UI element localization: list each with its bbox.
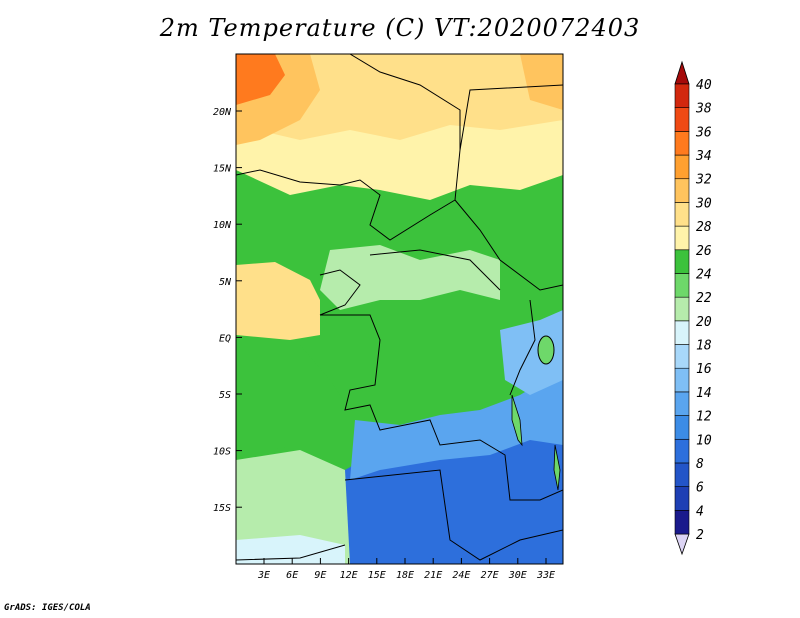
- mild-region-south: [236, 535, 345, 564]
- lat-tick-label: EQ: [219, 333, 231, 344]
- colorbar-band: [674, 344, 690, 369]
- lat-tick-label: 15N: [213, 164, 232, 175]
- warm-coast-west: [236, 262, 320, 340]
- colorbar-label: 20: [696, 315, 712, 330]
- lon-tick-label: 3E: [257, 570, 270, 581]
- colorbar-label: 10: [696, 433, 712, 448]
- colorbar-label: 18: [696, 339, 712, 354]
- lon-tick-label: 33E: [536, 570, 555, 581]
- colorbar-label: 24: [696, 267, 712, 282]
- hot-region-north: [236, 54, 563, 140]
- colorbar-band: [674, 510, 690, 535]
- colorbar-label: 2: [696, 528, 704, 543]
- colorbar-band: [674, 486, 690, 511]
- country-borders: [236, 54, 563, 561]
- lon-tick-label: 9E: [314, 570, 326, 581]
- colorbar-label: 16: [696, 362, 712, 377]
- colorbar-label: 4: [696, 504, 704, 519]
- lon-tick-label: 6E: [286, 570, 298, 581]
- lake-victoria: [537, 335, 555, 365]
- colorbar-label: 6: [696, 481, 704, 496]
- lon-tick-label: 24E: [452, 570, 470, 581]
- colorbar-band: [674, 462, 690, 487]
- lon-tick-label: 30E: [508, 570, 527, 581]
- colorbar-band: [674, 225, 690, 251]
- border-drc-south: [320, 314, 563, 501]
- lon-tick-label: 21E: [424, 570, 442, 581]
- lat-tick-label: 20N: [213, 107, 232, 118]
- colorbar-label: 40: [696, 78, 712, 93]
- colorbar-band: [674, 367, 690, 393]
- lat-tick-label: 15S: [213, 503, 231, 514]
- colorbar-upper-tip: [674, 60, 690, 85]
- longitude-ticks: 3E 6E 9E 12E 15E 18E 21E 24E 27E 30E 33E: [257, 558, 555, 581]
- cool-region-mid: [350, 370, 563, 480]
- lake-malawi: [553, 444, 561, 491]
- lon-tick-label: 27E: [481, 570, 499, 581]
- lon-tick-label: 12E: [340, 570, 358, 581]
- lat-tick-label: 5S: [219, 390, 231, 401]
- border-namibia: [236, 544, 346, 561]
- border-sudan-egypt: [459, 84, 563, 151]
- colorbar-band: [674, 320, 690, 345]
- colorbar-label: 32: [695, 173, 712, 188]
- lake-tanganyika: [511, 394, 523, 447]
- colorbar-label: 30: [695, 196, 712, 211]
- map-title: 2m Temperature (C) VT:2020072403: [159, 14, 641, 42]
- colorbar-band: [674, 131, 690, 156]
- colorbar-label: 38: [695, 102, 712, 117]
- colorbar-label: 34: [695, 149, 712, 164]
- footer-credit: GrADS: IGES/COLA: [4, 603, 91, 613]
- colorbar-band: [674, 391, 690, 416]
- colorbar-label: 14: [696, 386, 712, 401]
- ocean-mild: [236, 345, 350, 460]
- colorbar-label: 12: [696, 410, 712, 425]
- colorbar-band: [674, 438, 690, 464]
- colorbar-band: [674, 202, 690, 227]
- colorbar-label: 22: [696, 291, 712, 306]
- colorbar-label: 36: [695, 125, 712, 140]
- colorbar-band: [674, 415, 690, 440]
- border-sahel: [236, 54, 461, 241]
- colorbar-band: [674, 178, 690, 203]
- border-east-drc: [509, 299, 536, 396]
- border-cameroon: [319, 269, 361, 316]
- lat-tick-label: 10N: [213, 220, 232, 231]
- lon-tick-label: 18E: [396, 570, 414, 581]
- lon-tick-label: 15E: [368, 570, 386, 581]
- colorbar-band: [674, 296, 690, 322]
- hottest-region-northwest: [236, 54, 285, 105]
- temperature-field: [236, 54, 563, 564]
- mild-region-central: [320, 245, 500, 310]
- colorbar-label: 8: [696, 457, 704, 472]
- colorbar-lower-tip: [674, 533, 690, 556]
- colorbar-band: [674, 154, 690, 180]
- mild-region-west: [236, 450, 350, 564]
- map-frame: [235, 53, 564, 565]
- lat-tick-label: 10S: [213, 447, 231, 458]
- border-car-ssudan: [454, 199, 563, 291]
- colorbar-band: [674, 107, 690, 132]
- hot-region-northeast: [520, 54, 563, 110]
- cool-region-east: [500, 310, 563, 395]
- border-angola-zambia: [344, 469, 563, 561]
- colorbar-band: [674, 249, 690, 274]
- colorbar-band: [674, 83, 690, 108]
- border-car-drc: [369, 249, 501, 291]
- lat-tick-label: 5N: [219, 277, 232, 288]
- colorbar-label: 26: [696, 244, 712, 259]
- colorbar-label: 28: [696, 220, 712, 235]
- latitude-ticks: 20N 15N 10N 5N EQ 5S 10S 15S: [213, 107, 242, 514]
- colorbar-band: [674, 273, 690, 298]
